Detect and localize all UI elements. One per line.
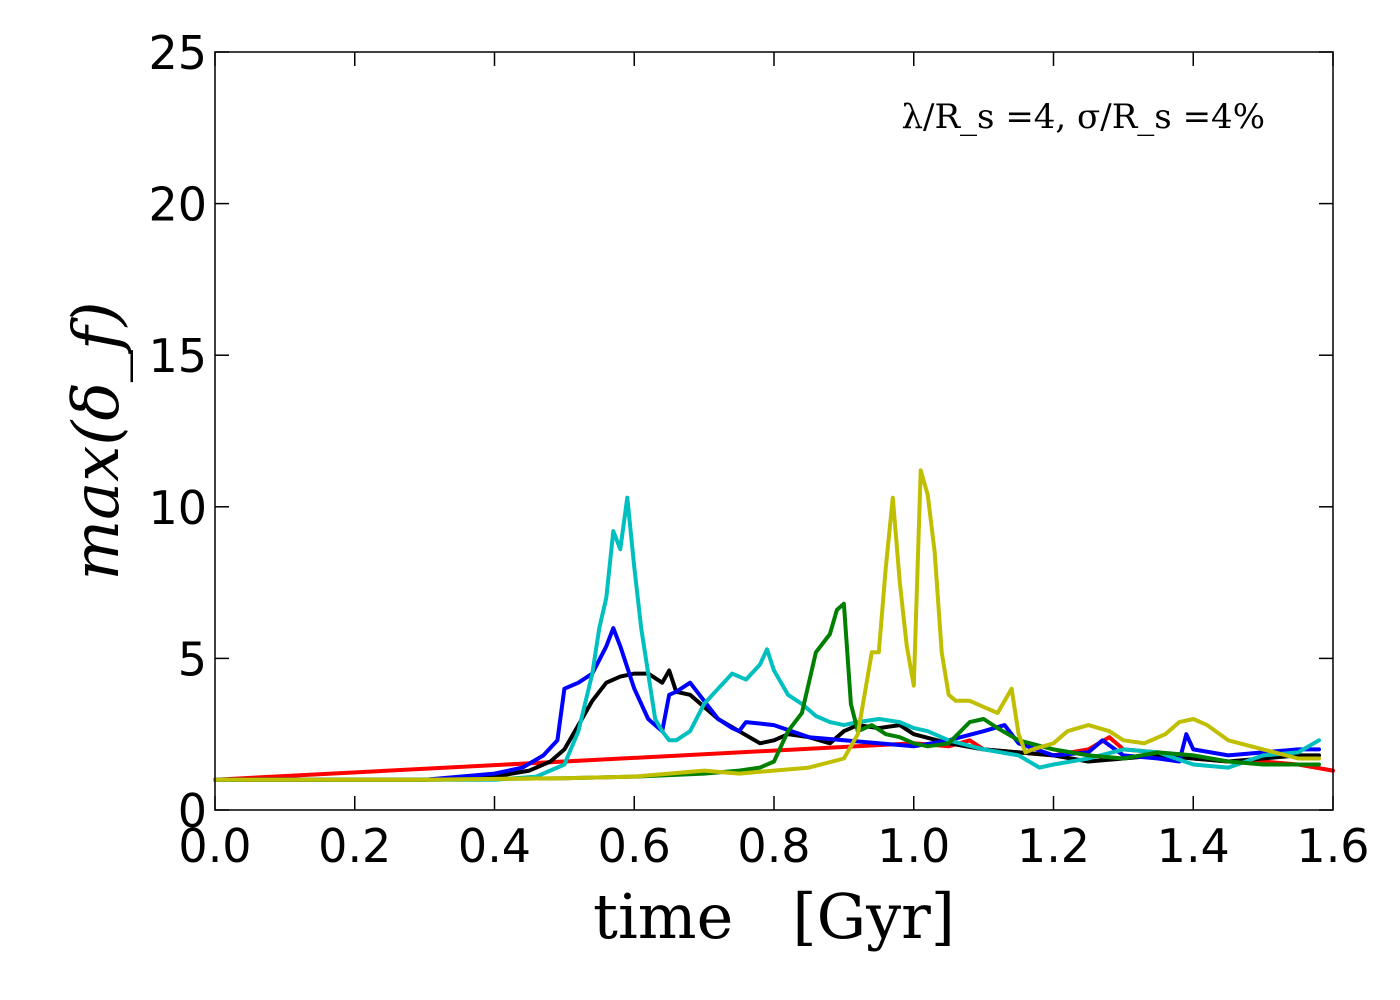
x-tick-label: 1.0 bbox=[877, 819, 950, 873]
x-tick-label: 0.0 bbox=[178, 819, 251, 873]
x-axis-ticks: 0.0 0.2 0.4 0.6 0.8 1.0 1.2 1.4 1.6 bbox=[178, 52, 1370, 873]
x-tick-label: 0.2 bbox=[318, 819, 391, 873]
x-tick-label: 1.2 bbox=[1017, 819, 1090, 873]
y-tick-label: 5 bbox=[178, 632, 207, 686]
x-tick-label: 1.4 bbox=[1157, 819, 1230, 873]
y-axis-ticks: 0 5 10 15 20 25 bbox=[148, 26, 1333, 838]
y-tick-label: 25 bbox=[148, 26, 207, 80]
series-line-yellow bbox=[213, 468, 1321, 782]
y-tick-label: 15 bbox=[148, 329, 207, 383]
y-tick-label: 10 bbox=[148, 481, 207, 535]
y-tick-label: 20 bbox=[148, 178, 207, 232]
x-tick-label: 0.6 bbox=[598, 819, 671, 873]
series-line-cyan bbox=[213, 495, 1321, 782]
series-group bbox=[213, 468, 1335, 782]
x-tick-label: 1.6 bbox=[1296, 819, 1369, 873]
series-line-blue bbox=[213, 626, 1321, 782]
y-axis-label: max(δ_f) bbox=[60, 301, 134, 580]
chart-annotation: λ/R_s =4, σ/R_s =4% bbox=[901, 97, 1265, 137]
series-line-black bbox=[213, 668, 1321, 782]
x-tick-label: 0.4 bbox=[458, 819, 531, 873]
x-tick-label: 0.8 bbox=[737, 819, 810, 873]
x-axis-label: time [Gyr] bbox=[593, 880, 955, 953]
y-tick-label: 0 bbox=[178, 784, 207, 838]
